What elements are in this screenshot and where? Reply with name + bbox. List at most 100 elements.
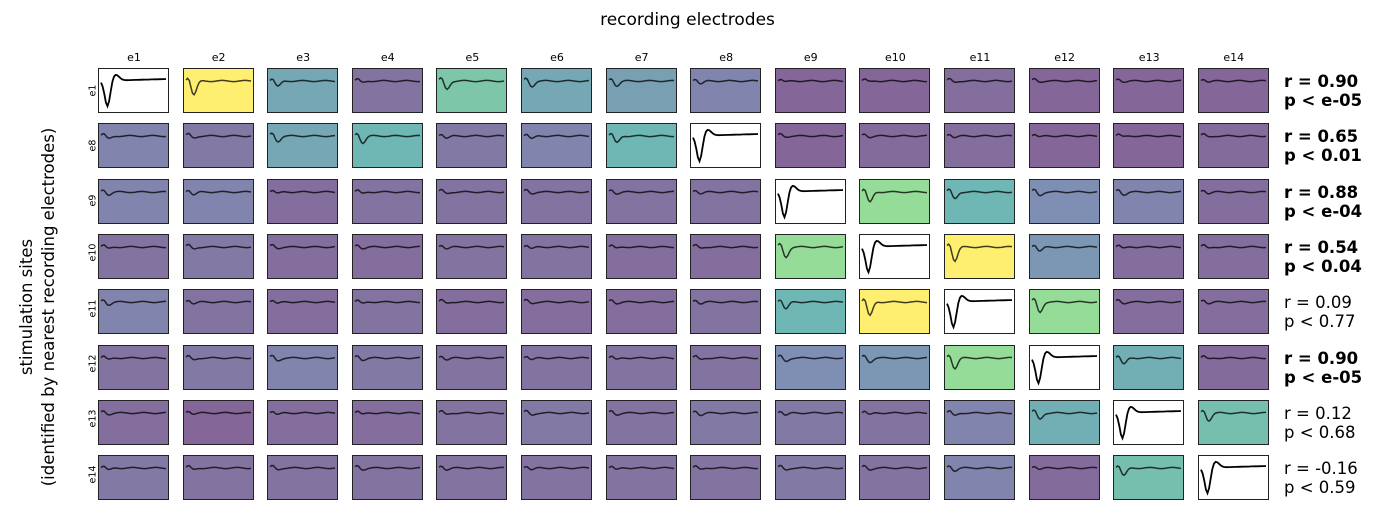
response-cell-e11-e2 bbox=[182, 289, 254, 335]
response-trace bbox=[269, 354, 336, 362]
response-trace bbox=[185, 133, 251, 140]
response-cell-e10-e11 bbox=[944, 233, 1015, 279]
response-cell-e9-e1 bbox=[98, 178, 169, 224]
trace-line bbox=[946, 77, 1013, 83]
response-trace bbox=[100, 73, 167, 109]
response-cell-e13-e6 bbox=[521, 399, 592, 445]
response-trace bbox=[523, 355, 590, 360]
response-trace bbox=[523, 409, 590, 416]
response-trace bbox=[777, 353, 843, 362]
response-trace bbox=[523, 298, 590, 305]
trace-line bbox=[1200, 133, 1266, 138]
trace-line bbox=[269, 464, 336, 471]
response-cell-e14-e10 bbox=[859, 455, 931, 501]
trace-line bbox=[100, 133, 167, 140]
response-trace bbox=[946, 134, 1013, 139]
response-trace bbox=[692, 189, 759, 195]
trace-line bbox=[608, 465, 674, 470]
p-value: p < 0.68 bbox=[1284, 422, 1356, 442]
row-label-text: e8 bbox=[87, 139, 99, 152]
trace-line bbox=[438, 299, 505, 304]
response-cell-e14-e6 bbox=[521, 455, 592, 501]
trace-line bbox=[523, 188, 590, 195]
response-cell-e1-e14 bbox=[1197, 68, 1269, 113]
response-trace bbox=[269, 410, 336, 415]
trace-line bbox=[269, 132, 336, 144]
response-cell-e9-e13 bbox=[1113, 178, 1185, 224]
trace-line bbox=[692, 78, 759, 85]
column-label-e2: e2 bbox=[211, 51, 226, 64]
stat-annotation-e1: r = 0.90 p < e-05 bbox=[1284, 72, 1362, 110]
response-trace bbox=[946, 242, 1013, 263]
trace-line bbox=[861, 239, 928, 275]
stat-annotation-e9: r = 0.88 p < e-04 bbox=[1284, 183, 1362, 221]
stat-annotation-e12: r = 0.90 p < e-05 bbox=[1284, 349, 1362, 387]
response-cell-e11-e1 bbox=[98, 289, 169, 335]
p-value: p < e-05 bbox=[1284, 367, 1363, 387]
response-cell-e12-e4 bbox=[351, 344, 423, 390]
trace-line bbox=[185, 77, 251, 97]
response-trace bbox=[608, 355, 674, 360]
trace-line bbox=[1115, 188, 1182, 196]
response-trace bbox=[269, 132, 336, 144]
p-value: p < 0.01 bbox=[1284, 146, 1362, 166]
response-cell-e1-e1 bbox=[98, 68, 169, 113]
response-trace bbox=[946, 77, 1013, 83]
trace-line bbox=[1115, 405, 1182, 441]
trace-line bbox=[692, 465, 759, 470]
trace-line bbox=[523, 409, 590, 416]
trace-line bbox=[692, 299, 759, 305]
response-cell-e10-e6 bbox=[521, 233, 592, 279]
trace-line bbox=[776, 184, 843, 220]
trace-line bbox=[861, 298, 928, 317]
response-cell-e1-e4 bbox=[351, 68, 423, 113]
trace-line bbox=[1199, 460, 1266, 496]
response-cell-e14-e11 bbox=[944, 455, 1015, 501]
column-label-e10: e10 bbox=[885, 51, 906, 64]
response-cell-e9-e14 bbox=[1197, 178, 1269, 224]
response-trace bbox=[354, 188, 420, 194]
trace-line bbox=[1115, 354, 1182, 365]
response-trace bbox=[692, 78, 759, 85]
response-cell-e13-e13 bbox=[1113, 399, 1185, 445]
column-label-e14: e14 bbox=[1223, 51, 1245, 64]
response-trace bbox=[439, 355, 505, 361]
response-cell-e11-e13 bbox=[1113, 289, 1185, 335]
response-cell-e9-e3 bbox=[267, 178, 339, 224]
response-trace bbox=[1200, 133, 1266, 138]
response-trace bbox=[185, 410, 251, 415]
p-value: p < 0.77 bbox=[1284, 312, 1356, 332]
response-trace bbox=[777, 242, 843, 259]
response-trace bbox=[354, 244, 420, 250]
response-cell-e13-e8 bbox=[690, 399, 762, 445]
trace-line bbox=[946, 187, 1013, 200]
response-trace bbox=[523, 188, 590, 195]
response-trace bbox=[862, 133, 928, 139]
response-trace bbox=[523, 466, 590, 471]
row-label-text: e13 bbox=[87, 409, 99, 428]
trace-line bbox=[523, 244, 590, 249]
response-cell-e10-e14 bbox=[1197, 233, 1269, 279]
trace-line bbox=[1031, 188, 1097, 197]
response-cell-e13-e4 bbox=[351, 399, 423, 445]
trace-line bbox=[269, 189, 336, 194]
trace-line bbox=[777, 410, 843, 416]
response-trace bbox=[100, 188, 167, 196]
trace-line bbox=[777, 242, 843, 259]
trace-line bbox=[269, 243, 336, 250]
response-trace bbox=[777, 78, 843, 83]
response-cell-e9-e9 bbox=[774, 178, 846, 224]
trace-line bbox=[1115, 78, 1182, 84]
trace-line bbox=[608, 409, 674, 416]
response-cell-e9-e7 bbox=[605, 178, 677, 224]
trace-line bbox=[185, 300, 251, 305]
trace-line bbox=[439, 244, 505, 250]
trace-line bbox=[777, 78, 843, 83]
response-trace bbox=[777, 410, 843, 416]
response-cell-e11-e5 bbox=[436, 289, 508, 335]
response-trace bbox=[354, 354, 420, 361]
response-cell-e10-e8 bbox=[690, 233, 762, 279]
trace-line bbox=[354, 354, 420, 361]
response-cell-e12-e8 bbox=[690, 344, 762, 390]
response-cell-e1-e9 bbox=[774, 68, 846, 113]
